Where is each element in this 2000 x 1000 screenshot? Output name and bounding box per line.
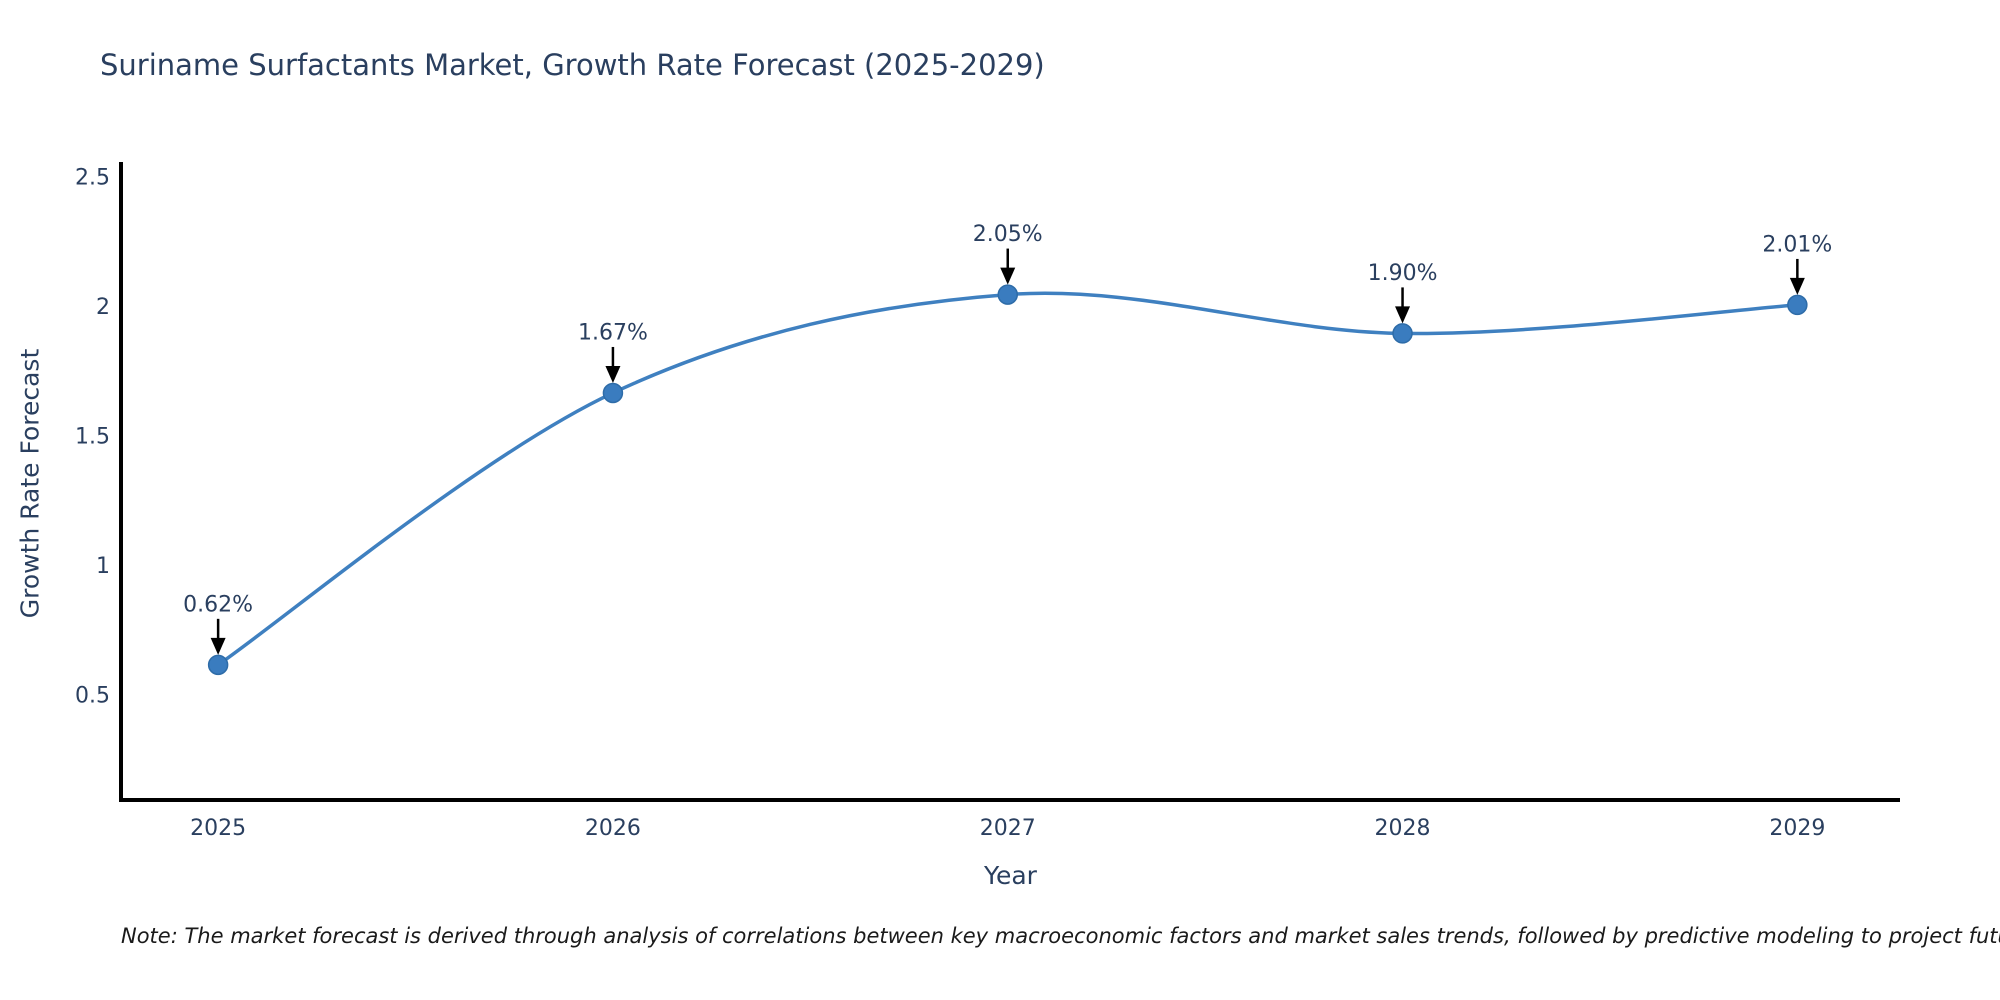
data-point-marker (602, 382, 624, 404)
x-tick-label: 2027 (980, 816, 1036, 841)
y-tick-label: 0.5 (75, 683, 110, 708)
annotation-arrowhead (1395, 306, 1411, 324)
x-tick-label: 2026 (585, 816, 641, 841)
data-point-label: 1.90% (1368, 261, 1438, 286)
y-tick-label: 1 (96, 554, 110, 579)
data-point-label: 2.01% (1762, 232, 1832, 257)
annotation-arrowhead (605, 365, 621, 383)
data-point-label: 2.05% (973, 222, 1043, 247)
footnote: Note: The market forecast is derived thr… (121, 924, 2000, 948)
y-tick-label: 1.5 (75, 424, 110, 449)
data-point-marker (1392, 323, 1413, 344)
data-point-label: 1.67% (578, 320, 648, 345)
data-point-label: 0.62% (183, 592, 253, 617)
x-tick-label: 2025 (190, 816, 246, 841)
data-point-marker (207, 654, 229, 676)
data-point-marker (997, 284, 1018, 305)
annotation-arrowhead (1789, 277, 1805, 295)
data-point-marker (1787, 294, 1808, 316)
y-tick-label: 2.5 (75, 166, 110, 191)
y-tick-label: 2 (96, 295, 110, 320)
axis-spines (119, 162, 1900, 802)
x-tick-label: 2028 (1375, 816, 1431, 841)
forecast-line (216, 291, 1800, 667)
x-tick-label: 2029 (1769, 816, 1825, 841)
x-axis-title: Year (984, 861, 1037, 890)
annotation-arrowhead (210, 637, 226, 655)
annotation-arrowhead (1000, 267, 1016, 285)
chart-title: Suriname Surfactants Market, Growth Rate… (100, 48, 1045, 82)
